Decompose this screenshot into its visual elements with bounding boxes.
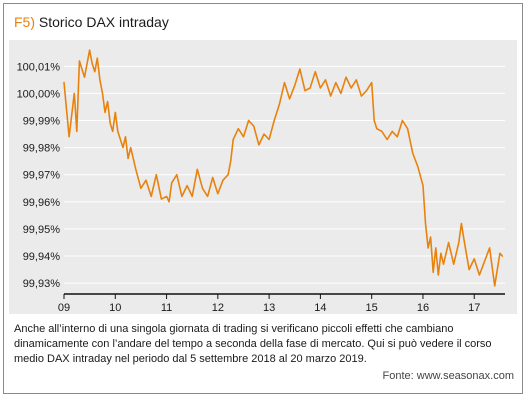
y-tick-label: 99,95%	[23, 224, 61, 236]
source-credit: Fonte: www.seasonax.com	[382, 370, 514, 382]
figure-caption: Anche all’interno di una singola giornat…	[14, 323, 492, 365]
y-tick-label: 100,01%	[17, 61, 61, 73]
figure-card: F5) Storico DAX intraday 100,01% 100,00% 9…	[3, 3, 523, 394]
y-tick-label: 99,99%	[23, 116, 61, 128]
chart-title: F5) Storico DAX intraday	[14, 14, 169, 30]
y-tick-label: 99,94%	[23, 251, 61, 263]
x-tick-label: 13	[263, 302, 275, 314]
chart-panel: 100,01% 100,00% 99,99% 99,98% 99,97% 99,96% 99…	[9, 40, 517, 314]
x-tick-label: 11	[161, 302, 172, 314]
x-tick-label: 14	[314, 302, 326, 314]
x-tick-label: 15	[366, 302, 378, 314]
line-chart: 100,01% 100,00% 99,99% 99,98% 99,97% 99,96% 99…	[17, 49, 505, 314]
x-tick-label: 16	[417, 302, 429, 314]
figure-label: F5)	[14, 14, 35, 30]
y-tick-label: 99,93%	[23, 278, 61, 290]
y-tick-label: 99,97%	[23, 170, 61, 182]
figure-title: Storico DAX intraday	[38, 14, 169, 30]
x-tick-label: 12	[212, 302, 224, 314]
x-tick-label: 09	[58, 302, 70, 314]
y-tick-label: 100,00%	[17, 88, 61, 100]
y-tick-label: 99,96%	[23, 197, 61, 209]
x-tick-label: 10	[109, 302, 121, 314]
series-line	[63, 49, 504, 287]
y-tick-label: 99,98%	[23, 143, 61, 155]
x-tick-label: 17	[468, 302, 480, 314]
